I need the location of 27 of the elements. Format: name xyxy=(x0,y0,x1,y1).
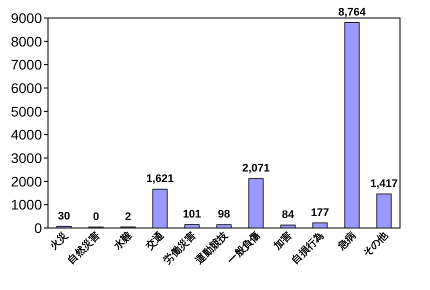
x-tick-label: その他 xyxy=(360,228,391,260)
data-label: 0 xyxy=(92,211,100,223)
x-tick-label: 急病 xyxy=(334,230,358,253)
x-tick-label: 交通 xyxy=(142,228,167,253)
y-tick-label: 6000 xyxy=(10,80,42,96)
data-label: 1,621 xyxy=(146,173,174,186)
y-tick-label: 0 xyxy=(34,220,42,236)
y-tick-label: 4000 xyxy=(10,126,42,143)
y-tick-label: 8000 xyxy=(10,33,42,50)
y-tick-label: 3000 xyxy=(10,150,42,166)
y-tick-label: 7000 xyxy=(10,56,42,73)
data-label: 177 xyxy=(310,206,330,219)
data-label: 8,764 xyxy=(338,6,367,19)
data-label: 101 xyxy=(182,208,202,221)
y-tick-label: 9000 xyxy=(10,10,42,26)
data-label: 1,417 xyxy=(370,178,398,190)
y-tick-label: 2000 xyxy=(10,173,42,190)
x-tick-label: 火災 xyxy=(47,230,70,252)
y-tick-label: 1000 xyxy=(10,196,42,213)
y-tick-label: 5000 xyxy=(10,103,42,120)
data-label: 84 xyxy=(282,209,295,222)
data-label: 98 xyxy=(218,208,230,221)
x-tick-label: 水難 xyxy=(110,230,134,253)
data-label: 2,071 xyxy=(242,162,270,175)
data-label: 30 xyxy=(58,210,70,222)
data-label: 2 xyxy=(124,210,132,223)
x-tick-label: 加害 xyxy=(270,230,294,253)
